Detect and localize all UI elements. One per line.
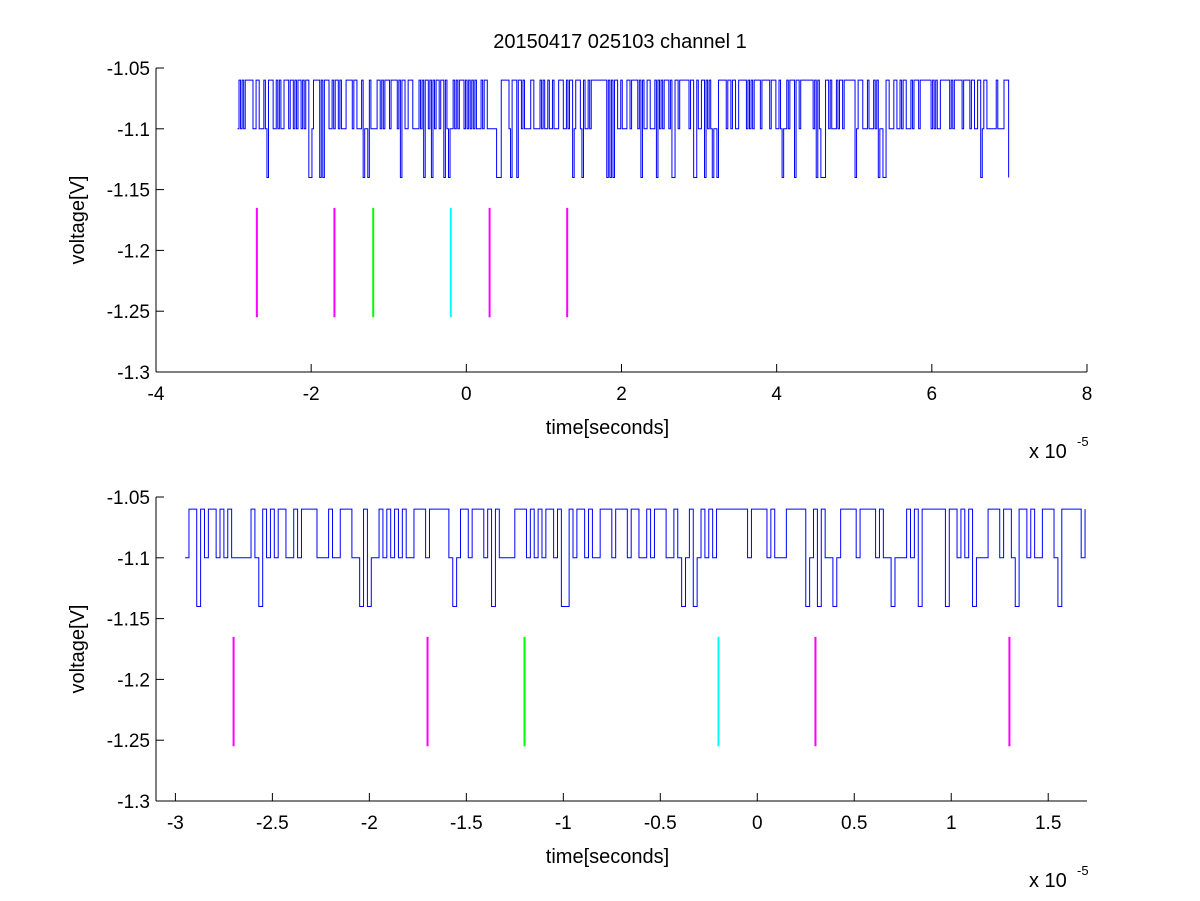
y-tick-label: -1.05 (107, 59, 150, 80)
y-tick-label: -1.1 (117, 549, 150, 570)
y-tick-label: -1.05 (107, 488, 150, 509)
x-tick-label: -2 (303, 384, 320, 405)
x-tick-label: 0 (752, 813, 763, 834)
x-multiplier-exponent: -5 (1077, 863, 1089, 878)
x-tick-label: -1 (555, 813, 572, 834)
x-tick-label: 2 (616, 384, 627, 405)
x-multiplier: x 10 (1029, 870, 1067, 892)
x-tick-label: 4 (771, 384, 782, 405)
x-tick-label: 0 (461, 384, 472, 405)
x-tick-label: -2.5 (256, 813, 289, 834)
x-tick-label: -0.5 (644, 813, 677, 834)
x-tick-label: 1.5 (1035, 813, 1061, 834)
y-tick-label: -1.25 (107, 302, 150, 323)
y-tick-label: -1.3 (117, 363, 150, 384)
x-tick-label: 8 (1082, 384, 1093, 405)
y-tick-label: -1.25 (107, 731, 150, 752)
x-tick-label: -3 (167, 813, 184, 834)
y-tick-label: -1.3 (117, 792, 150, 813)
x-tick-label: -1.5 (450, 813, 483, 834)
y-tick-label: -1.1 (117, 120, 150, 141)
x-axis-label: time[seconds] (546, 846, 669, 868)
x-tick-label: 0.5 (841, 813, 867, 834)
top-subplot: -4 -2 0 2 4 6 8 -1.05 -1.1 -1.15 -1.2 -1.25 -1.3 time… (67, 59, 1092, 463)
y-tick-label: -1.2 (117, 241, 150, 262)
y-tick-label: -1.15 (107, 610, 150, 631)
x-multiplier: x 10 (1029, 441, 1067, 463)
y-axis-label: voltage[V] (67, 605, 89, 694)
x-multiplier-exponent: -5 (1077, 434, 1089, 449)
bottom-subplot: -3 -2.5 -2 -1.5 -1 -0.5 0 0.5 1 1.5 -1.05 -1.1 -1.15… (67, 488, 1089, 892)
y-tick-label: -1.15 (107, 181, 150, 202)
signal-series-line (185, 508, 1086, 607)
figure-title: 20150417 025103 channel 1 (493, 31, 747, 53)
y-tick-label: -1.2 (117, 670, 150, 691)
x-tick-label: -2 (361, 813, 378, 834)
x-tick-label: 1 (946, 813, 957, 834)
x-tick-label: -4 (148, 384, 165, 405)
signal-series-line (237, 79, 1010, 178)
y-axis-label: voltage[V] (67, 176, 89, 265)
x-axis-label: time[seconds] (546, 417, 669, 439)
x-tick-label: 6 (927, 384, 938, 405)
